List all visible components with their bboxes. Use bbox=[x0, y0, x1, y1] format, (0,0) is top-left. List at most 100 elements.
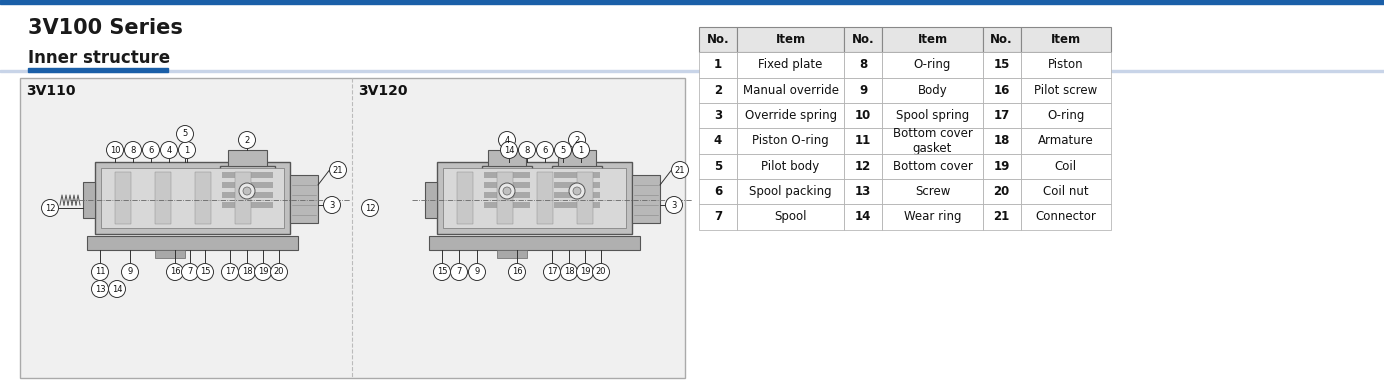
Circle shape bbox=[501, 142, 518, 158]
Bar bbox=[235, 172, 251, 224]
Bar bbox=[577, 172, 592, 224]
Bar bbox=[554, 172, 601, 178]
Circle shape bbox=[561, 263, 577, 281]
Circle shape bbox=[91, 263, 108, 281]
Text: 3V110: 3V110 bbox=[26, 84, 76, 98]
Bar bbox=[228, 150, 267, 166]
Bar bbox=[484, 182, 530, 188]
Text: 1: 1 bbox=[579, 145, 584, 154]
Bar bbox=[0, 70, 1384, 71]
Text: 5: 5 bbox=[183, 129, 188, 138]
Text: 9: 9 bbox=[127, 267, 133, 276]
Text: 10: 10 bbox=[109, 145, 120, 154]
Circle shape bbox=[537, 142, 554, 158]
Text: 17: 17 bbox=[547, 267, 558, 276]
Bar bbox=[425, 182, 437, 218]
Bar bbox=[291, 175, 318, 223]
Circle shape bbox=[91, 281, 108, 298]
Bar bbox=[558, 150, 597, 166]
Circle shape bbox=[573, 142, 590, 158]
Text: 11: 11 bbox=[94, 267, 105, 276]
Bar bbox=[429, 236, 639, 250]
Circle shape bbox=[42, 200, 58, 216]
Circle shape bbox=[125, 142, 141, 158]
Bar bbox=[632, 175, 660, 223]
Text: 17: 17 bbox=[224, 267, 235, 276]
Circle shape bbox=[519, 142, 536, 158]
Text: 3: 3 bbox=[671, 200, 677, 209]
Bar bbox=[221, 192, 273, 198]
Text: 7: 7 bbox=[187, 267, 192, 276]
Bar bbox=[484, 192, 530, 198]
Text: 19: 19 bbox=[257, 267, 268, 276]
Circle shape bbox=[238, 131, 256, 149]
Circle shape bbox=[239, 183, 255, 199]
Bar bbox=[87, 236, 298, 250]
Circle shape bbox=[122, 263, 138, 281]
Circle shape bbox=[502, 187, 511, 195]
Circle shape bbox=[433, 263, 451, 281]
Circle shape bbox=[500, 183, 515, 199]
Circle shape bbox=[161, 142, 177, 158]
Text: 13: 13 bbox=[94, 285, 105, 294]
Circle shape bbox=[569, 183, 585, 199]
Text: 14: 14 bbox=[504, 145, 515, 154]
Text: 21: 21 bbox=[675, 165, 685, 174]
Text: 4: 4 bbox=[166, 145, 172, 154]
Text: 18: 18 bbox=[242, 267, 252, 276]
Bar bbox=[457, 172, 473, 224]
Circle shape bbox=[221, 263, 238, 281]
Circle shape bbox=[329, 162, 346, 178]
Bar bbox=[437, 162, 632, 234]
Text: 8: 8 bbox=[130, 145, 136, 154]
Text: 5: 5 bbox=[561, 145, 566, 154]
Bar bbox=[115, 172, 131, 224]
Bar bbox=[552, 166, 602, 216]
Text: 12: 12 bbox=[365, 203, 375, 212]
Text: 15: 15 bbox=[199, 267, 210, 276]
Bar bbox=[0, 0, 1384, 4]
Circle shape bbox=[107, 142, 123, 158]
Circle shape bbox=[181, 263, 198, 281]
Circle shape bbox=[451, 263, 468, 281]
Bar bbox=[221, 202, 273, 208]
Circle shape bbox=[270, 263, 288, 281]
Bar bbox=[484, 172, 530, 178]
Bar bbox=[554, 202, 601, 208]
Text: 7: 7 bbox=[457, 267, 462, 276]
Circle shape bbox=[238, 263, 256, 281]
Text: Inner structure: Inner structure bbox=[28, 49, 170, 67]
Circle shape bbox=[577, 263, 594, 281]
Circle shape bbox=[569, 131, 585, 149]
Text: 16: 16 bbox=[170, 267, 180, 276]
Circle shape bbox=[555, 142, 572, 158]
Circle shape bbox=[666, 196, 682, 214]
Text: 8: 8 bbox=[525, 145, 530, 154]
Circle shape bbox=[592, 263, 609, 281]
Bar bbox=[220, 166, 275, 216]
Text: 2: 2 bbox=[245, 136, 249, 145]
Bar bbox=[497, 250, 527, 258]
Text: 16: 16 bbox=[512, 267, 522, 276]
Text: 1: 1 bbox=[184, 145, 190, 154]
Bar bbox=[28, 68, 167, 72]
Text: 12: 12 bbox=[44, 203, 55, 212]
Circle shape bbox=[244, 187, 251, 195]
Bar bbox=[155, 250, 185, 258]
Circle shape bbox=[179, 142, 195, 158]
Bar bbox=[489, 150, 526, 166]
Text: 2: 2 bbox=[574, 136, 580, 145]
Circle shape bbox=[498, 131, 515, 149]
Circle shape bbox=[108, 281, 126, 298]
Text: 3V100 Series: 3V100 Series bbox=[28, 18, 183, 38]
Bar bbox=[155, 172, 172, 224]
Text: 3: 3 bbox=[329, 200, 335, 209]
Circle shape bbox=[197, 263, 213, 281]
Bar bbox=[221, 182, 273, 188]
Text: 15: 15 bbox=[437, 267, 447, 276]
Bar bbox=[482, 166, 531, 216]
Bar bbox=[221, 172, 273, 178]
Circle shape bbox=[508, 263, 526, 281]
Text: 9: 9 bbox=[475, 267, 480, 276]
Bar bbox=[101, 168, 284, 228]
